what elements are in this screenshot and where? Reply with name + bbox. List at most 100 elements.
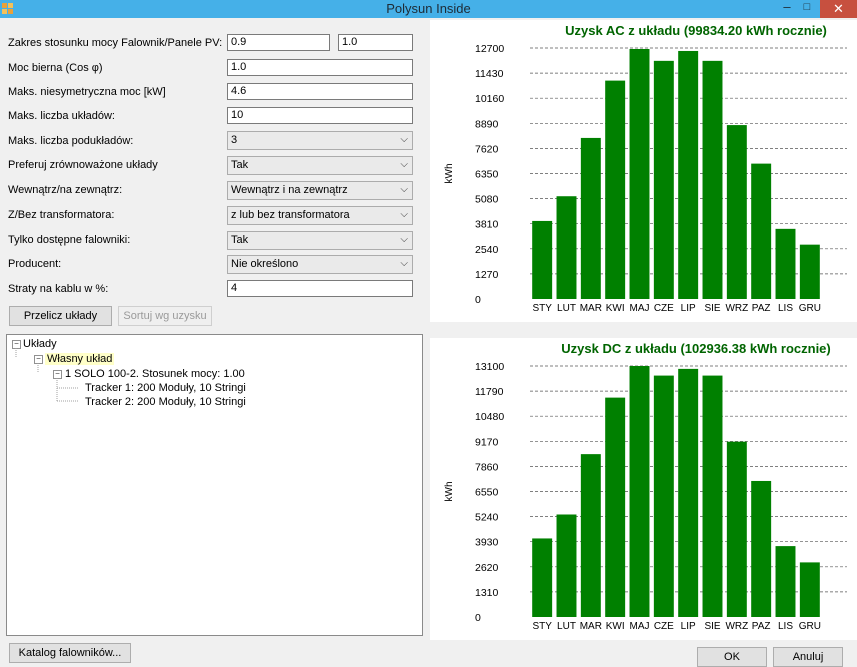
dc-ytick-label: 13100 <box>475 361 504 373</box>
ac-bar-lip <box>678 50 699 299</box>
window-title: Polysun Inside <box>386 1 471 16</box>
max-subsystems-value: 3 <box>231 134 238 146</box>
balanced-value: Tak <box>231 159 249 171</box>
chevron-down-icon: ⌵ <box>400 234 408 245</box>
systems-tree[interactable]: − Układy − Własny układ − 1 SOLO 100-2. … <box>6 334 423 636</box>
available-only-value: Tak <box>231 234 249 246</box>
ac-xtick-label: KWI <box>606 303 625 314</box>
chevron-down-icon: ⌵ <box>400 184 408 195</box>
close-button[interactable]: ✕ <box>820 0 857 18</box>
maximize-button[interactable]: □ <box>803 1 811 13</box>
producer-value: Nie określono <box>231 258 299 270</box>
tree-node-system[interactable]: 1 SOLO 100-2. Stosunek mocy: 1.00 <box>65 368 245 380</box>
dc-chart-panel: Uzysk DC z układu (102936.38 kWh rocznie… <box>430 338 857 640</box>
dc-bar-gru <box>799 562 820 617</box>
ac-bar-paz <box>751 163 772 299</box>
ac-xtick-label: STY <box>532 303 552 314</box>
ac-bar-sty <box>532 220 553 299</box>
cancel-button[interactable]: Anuluj <box>773 647 843 667</box>
title-bar: Polysun Inside – □ ✕ <box>0 0 857 18</box>
tree-node-tracker-2[interactable]: Tracker 2: 200 Moduły, 10 Stringi <box>85 396 246 408</box>
max-systems-input[interactable]: 10 <box>227 107 413 124</box>
inside-outside-label: Wewnątrz/na zewnątrz: <box>8 184 123 196</box>
ac-bar-lis <box>775 228 796 299</box>
dc-bar-sie <box>702 375 723 617</box>
minimize-button[interactable]: – <box>783 0 791 14</box>
tree-node-own-system[interactable]: Własny układ <box>45 353 115 365</box>
app-icon <box>2 3 13 14</box>
ac-ytick-label: 1270 <box>475 269 499 281</box>
dc-xtick-label: KWI <box>606 621 625 632</box>
dc-bar-lis <box>775 546 796 617</box>
ac-bar-mar <box>580 137 601 299</box>
cosphi-input[interactable]: 1.0 <box>227 59 413 76</box>
tree-node-tracker-1[interactable]: Tracker 1: 200 Moduły, 10 Stringi <box>85 382 246 394</box>
dc-xtick-label: PAZ <box>752 621 771 632</box>
dc-bar-mar <box>580 454 601 617</box>
ac-ytick-label: 3810 <box>475 219 499 231</box>
ac-bar-cze <box>653 60 674 299</box>
dc-bar-maj <box>629 366 650 617</box>
inverter-catalog-button[interactable]: Katalog falowników... <box>9 643 131 663</box>
dc-ytick-label: 1310 <box>475 587 499 599</box>
recalculate-button[interactable]: Przelicz układy <box>9 306 112 326</box>
own-system-label: Własny układ <box>45 353 115 365</box>
dc-ytick-label: 10480 <box>475 411 504 423</box>
ac-bar-kwi <box>605 80 626 300</box>
dc-ytick-label: 0 <box>475 612 481 624</box>
dc-ytick-label: 2620 <box>475 562 499 574</box>
ok-button[interactable]: OK <box>697 647 767 667</box>
dc-bar-wrz <box>726 441 747 617</box>
ac-ytick-label: 7620 <box>475 143 499 155</box>
ac-xtick-label: PAZ <box>752 303 771 314</box>
ac-xtick-label: WRZ <box>725 303 748 314</box>
ac-xtick-label: LIP <box>681 303 696 314</box>
inside-outside-select[interactable]: Wewnątrz i na zewnątrz ⌵ <box>227 181 413 200</box>
tree-lines <box>15 348 79 402</box>
available-only-select[interactable]: Tak ⌵ <box>227 231 413 250</box>
dc-xtick-label: MAR <box>580 621 602 632</box>
ac-xtick-label: MAJ <box>630 303 650 314</box>
ac-bar-lut <box>556 196 577 299</box>
dc-xtick-label: MAJ <box>630 621 650 632</box>
ac-ytick-label: 11430 <box>475 68 504 80</box>
chevron-down-icon: ⌵ <box>400 159 408 170</box>
dc-bar-cze <box>653 375 674 617</box>
dc-chart-title: Uzysk DC z układu (102936.38 kWh rocznie… <box>561 341 830 356</box>
ac-xtick-label: LIS <box>778 303 793 314</box>
asym-power-label: Maks. niesymetryczna moc [kW] <box>8 86 166 98</box>
dc-xtick-label: WRZ <box>725 621 748 632</box>
sort-by-yield-button[interactable]: Sortuj wg uzysku <box>118 306 212 326</box>
dc-bar-lip <box>678 368 699 617</box>
ac-chart-title: Uzysk AC z układu (99834.20 kWh rocznie) <box>565 23 827 38</box>
ac-bar-maj <box>629 48 650 299</box>
chevron-down-icon: ⌵ <box>400 134 408 145</box>
chevron-down-icon: ⌵ <box>400 209 408 220</box>
max-subsystems-label: Maks. liczba podukładów: <box>8 135 134 147</box>
dc-xtick-label: GRU <box>799 621 821 632</box>
ac-xtick-label: MAR <box>580 303 602 314</box>
dc-ytick-label: 6550 <box>475 487 499 499</box>
transformer-select[interactable]: z lub bez transformatora ⌵ <box>227 206 413 225</box>
ac-xtick-label: SIE <box>704 303 720 314</box>
ac-ytick-label: 10160 <box>475 93 504 105</box>
max-subsystems-select[interactable]: 3 ⌵ <box>227 131 413 150</box>
ac-ytick-label: 6350 <box>475 169 499 181</box>
cable-loss-input[interactable]: 4 <box>227 280 413 297</box>
ratio-max-input[interactable]: 1.0 <box>338 34 413 51</box>
ac-bar-sie <box>702 60 723 299</box>
transformer-label: Z/Bez transformatora: <box>8 209 115 221</box>
asym-power-input[interactable]: 4.6 <box>227 83 413 100</box>
ac-xtick-label: CZE <box>654 303 674 314</box>
ratio-min-input[interactable]: 0.9 <box>227 34 330 51</box>
dc-ylabel: kWh <box>444 482 455 502</box>
ac-yield-chart: Uzysk AC z układu (99834.20 kWh rocznie)… <box>444 23 847 314</box>
tree-node-root[interactable]: Układy <box>23 338 57 350</box>
transformer-value: z lub bez transformatora <box>231 209 350 221</box>
dc-ytick-label: 3930 <box>475 537 499 549</box>
balanced-label: Preferuj zrównoważone układy <box>8 159 158 171</box>
producer-select[interactable]: Nie określono ⌵ <box>227 255 413 274</box>
ac-ytick-label: 5080 <box>475 194 499 206</box>
ac-bar-wrz <box>726 125 747 300</box>
balanced-select[interactable]: Tak ⌵ <box>227 156 413 175</box>
